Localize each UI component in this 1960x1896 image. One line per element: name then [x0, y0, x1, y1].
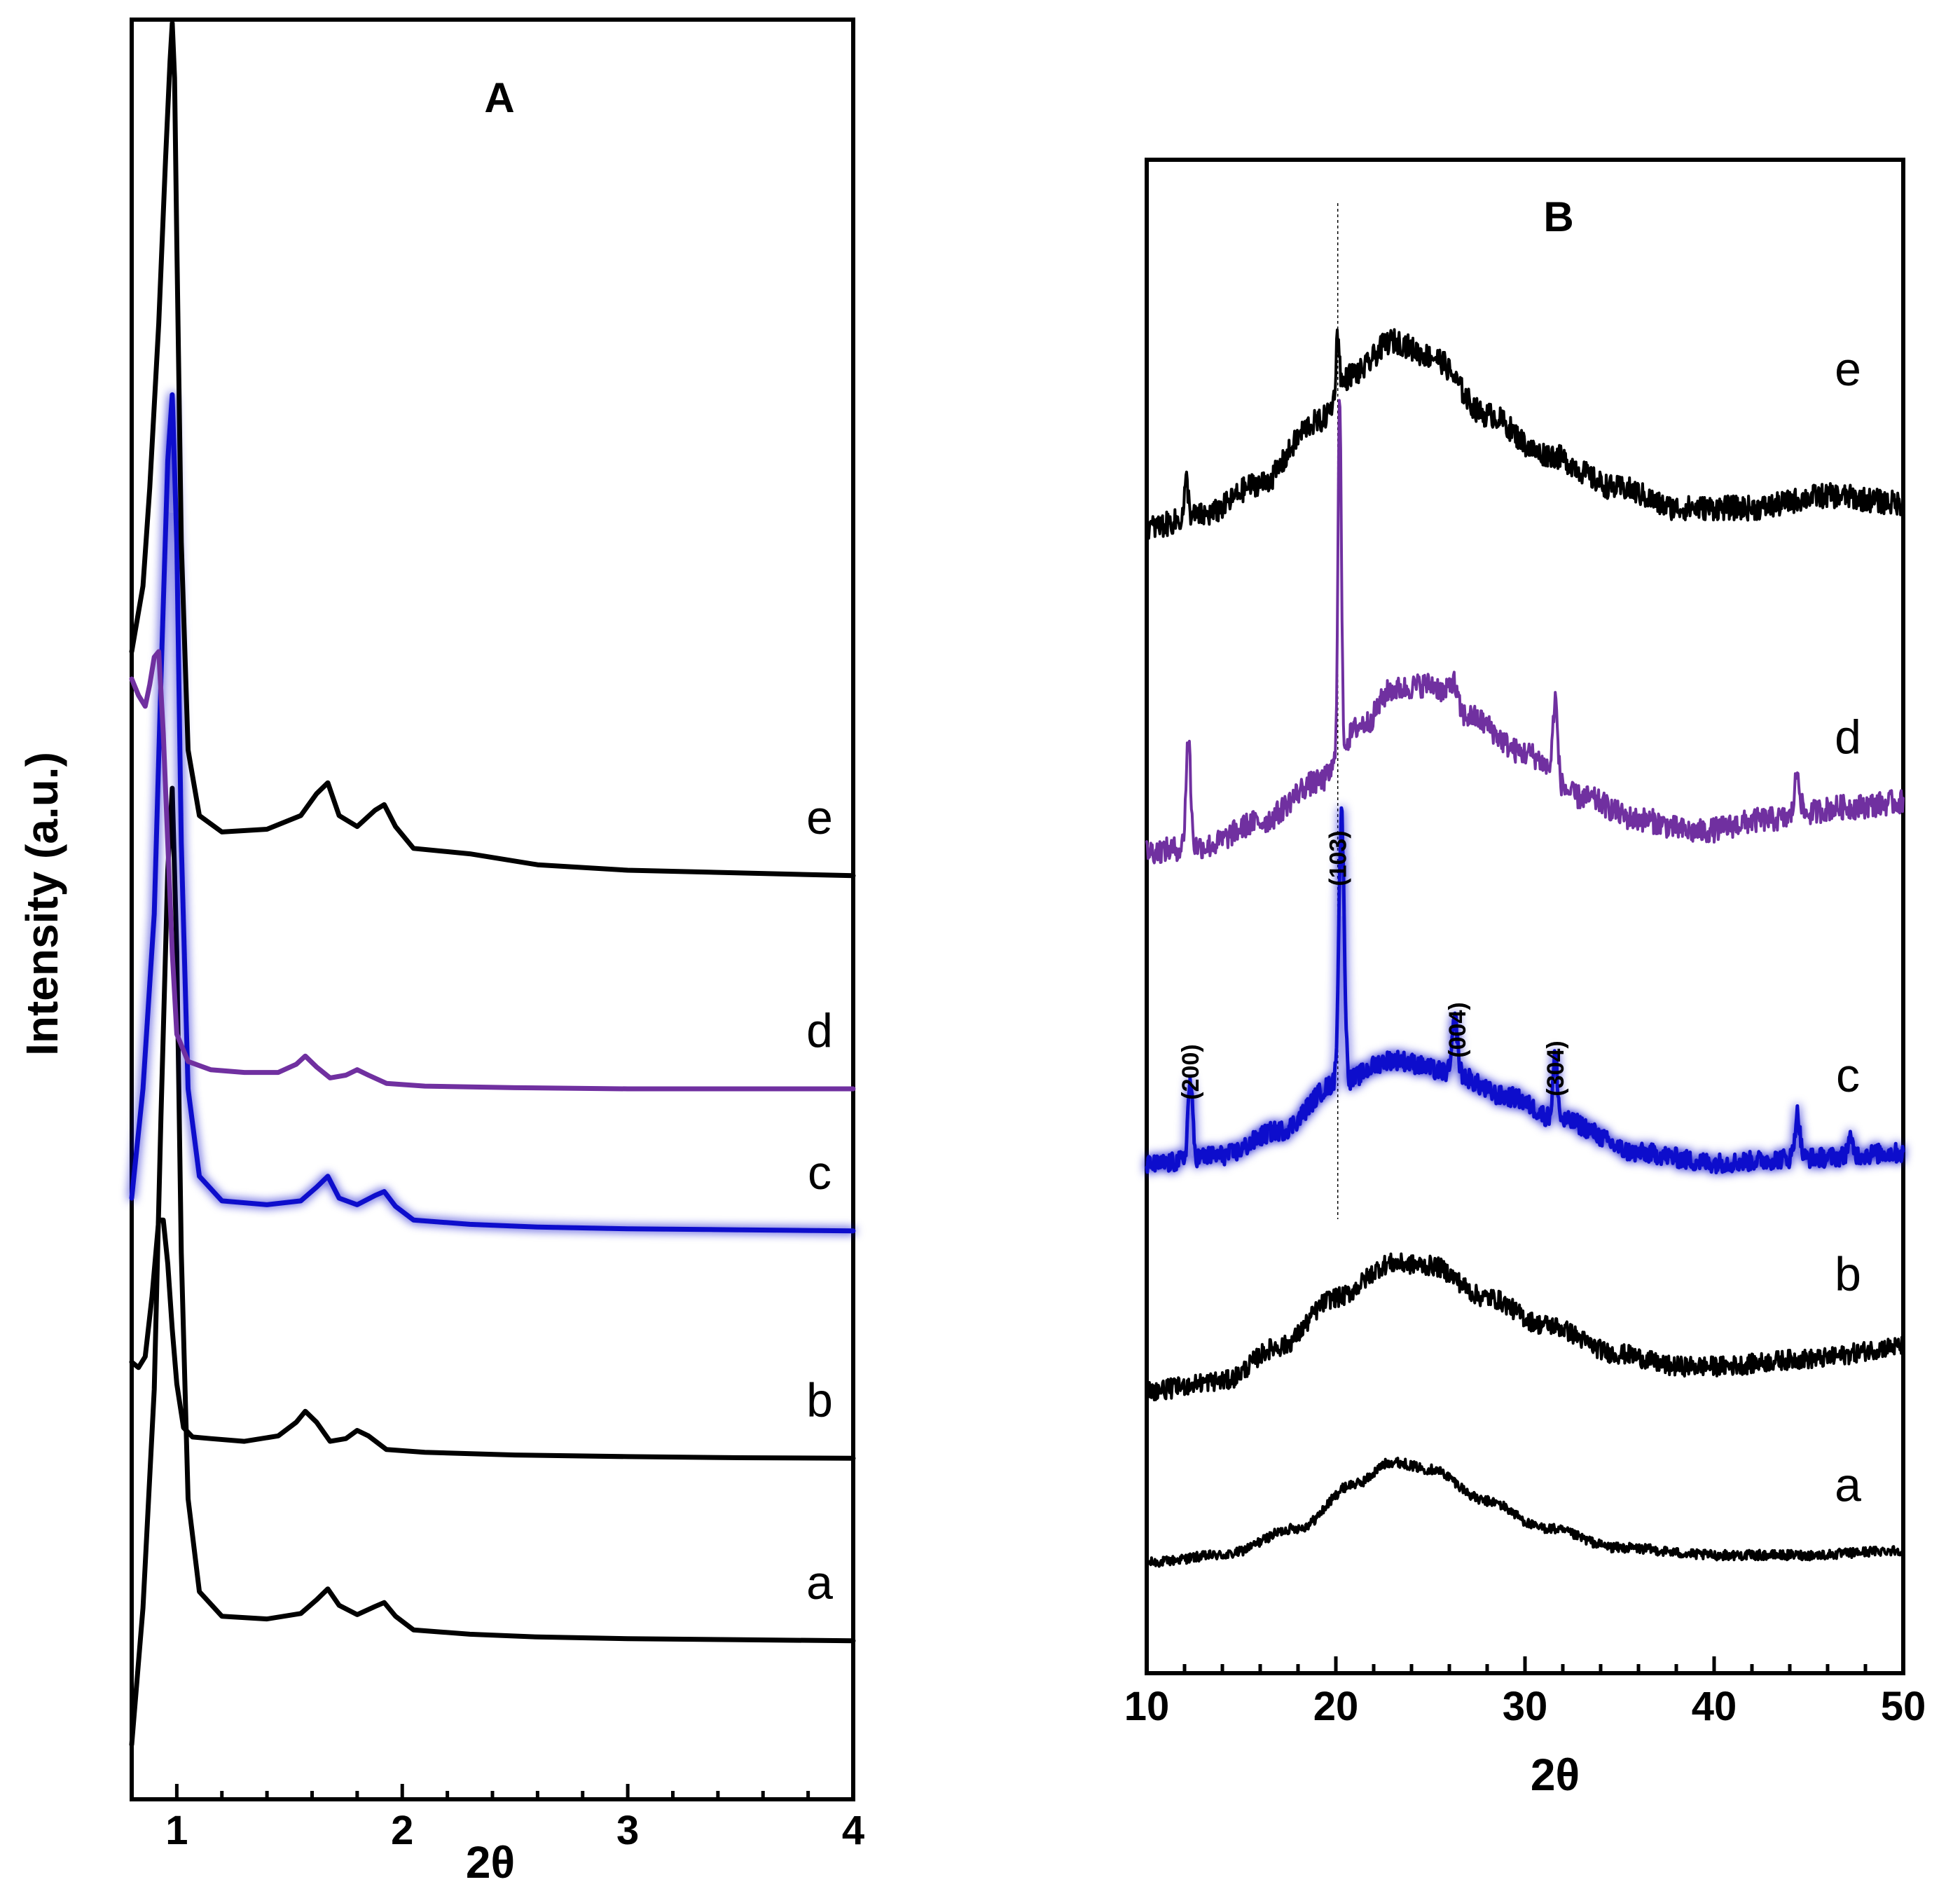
panel-b-x-tick-label: 30	[1503, 1684, 1548, 1729]
panel-a-x-axis-title: 2θ	[466, 1837, 515, 1888]
panel-b-title: B	[1543, 193, 1573, 240]
panel-b-x-tick-label: 50	[1881, 1684, 1926, 1729]
panel-a-trace-labels: a b c d e	[806, 791, 833, 1609]
panel-b-traces	[1145, 328, 1905, 1568]
panel-b-peak-label: (304)	[1543, 1040, 1569, 1096]
panel-a-x-tick-label: 2	[391, 1808, 413, 1853]
panel-a-frame	[130, 18, 855, 1801]
y-axis-title: Intensity (a.u.)	[17, 752, 67, 1056]
panel-b-trace-label-e: e	[1835, 343, 1861, 396]
panel-b-x-axis-title: 2θ	[1531, 1750, 1580, 1800]
panel-b-series-b	[1145, 1252, 1905, 1401]
panel-a-series-d	[129, 649, 856, 1092]
panel-b-trace-label-b: b	[1835, 1248, 1861, 1301]
panel-a-trace-label-c: c	[808, 1146, 831, 1200]
panel-b-peak-labels: (200) (103) (004) (304)	[1178, 830, 1569, 1099]
panel-a-x-tick-label: 4	[842, 1808, 864, 1853]
panel-b-ticks: 10 20 30 40 50	[1124, 1656, 1926, 1729]
panel-b-series-e	[1145, 328, 1905, 542]
panel-b-peak-label: (103)	[1325, 830, 1352, 886]
panel-b-trace-label-a: a	[1835, 1459, 1861, 1512]
panel-b-peak-label: (200)	[1178, 1044, 1204, 1099]
panel-a-traces	[129, 20, 856, 1747]
panel-a-x-tick-label: 3	[616, 1808, 639, 1853]
panel-b-x-tick-label: 40	[1692, 1684, 1737, 1729]
panel-b-series-a	[1145, 1457, 1905, 1568]
panel-b-trace-labels: a b c d e	[1835, 343, 1861, 1512]
panel-a-series-c	[129, 392, 856, 1234]
panel-a-trace-label-a: a	[806, 1556, 833, 1609]
panel-b-peak-label: (004)	[1444, 1002, 1471, 1057]
panel-b-frame	[1145, 158, 1905, 1675]
panel-a-series-e	[129, 20, 856, 879]
panel-b-series-d	[1145, 399, 1905, 865]
panel-a-chart: A a b c d e 1 2 3 4 2θ Intensity (a.u.)	[17, 18, 864, 1888]
panel-b-x-tick-label: 20	[1313, 1684, 1359, 1729]
panel-b-series-c	[1145, 806, 1905, 1174]
panel-a-trace-label-d: d	[806, 1004, 833, 1057]
panel-b-trace-label-d: d	[1835, 710, 1861, 764]
panel-a-series-a	[129, 785, 856, 1747]
panel-a-title: A	[484, 74, 514, 121]
panel-a-ticks: 1 2 3 4	[165, 1784, 864, 1853]
panel-b-x-tick-label: 10	[1124, 1684, 1170, 1729]
panel-a-x-tick-label: 1	[165, 1808, 188, 1853]
panel-a-trace-label-b: b	[806, 1373, 833, 1427]
panel-b-trace-label-c: c	[1836, 1049, 1860, 1102]
panel-a-trace-label-e: e	[806, 791, 833, 844]
panel-a-series-b	[129, 1217, 856, 1461]
